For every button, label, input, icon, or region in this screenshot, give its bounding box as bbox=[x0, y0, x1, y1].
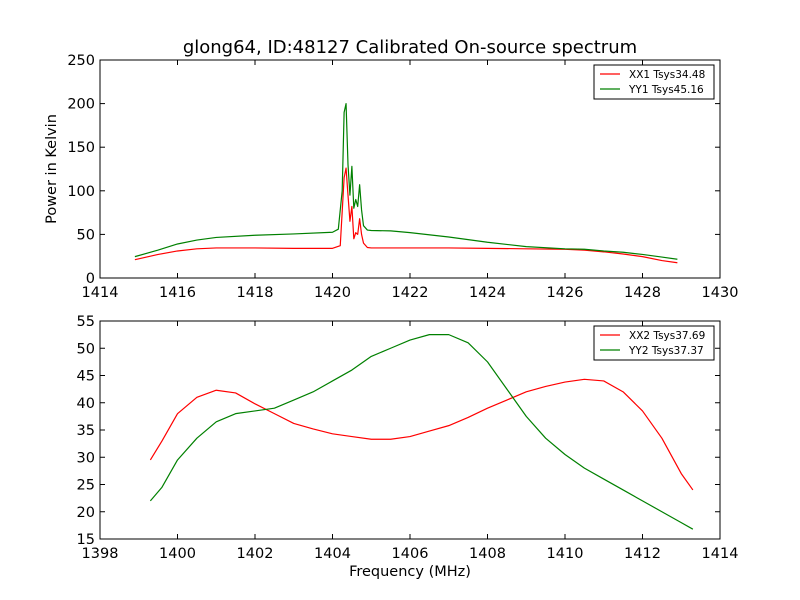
series-line-1-0 bbox=[149, 378, 694, 491]
x-tick-label: 1414 bbox=[702, 546, 739, 562]
legend-box bbox=[593, 64, 715, 100]
legend: XX1 Tsys34.48 YY1 Tsys45.16 bbox=[593, 64, 715, 100]
x-tick-label: 1410 bbox=[547, 546, 584, 562]
x-axis-label: Frequency (MHz) bbox=[349, 564, 471, 580]
y-tick-label: 250 bbox=[67, 53, 95, 69]
x-tick-label: 1430 bbox=[702, 285, 739, 301]
x-tick-label: 1422 bbox=[392, 285, 429, 301]
x-tick-label: 1402 bbox=[237, 546, 274, 562]
x-tick-label: 1406 bbox=[392, 546, 429, 562]
y-tick-label: 15 bbox=[77, 532, 95, 548]
top-panel: 1414 1416 1418 1420 1422 1424 1426 1428 1430 0 50 1… bbox=[67, 53, 738, 301]
legend: XX2 Tsys37.69 YY2 Tsys37.37 bbox=[593, 325, 715, 361]
x-tick-label: 1408 bbox=[469, 546, 506, 562]
y-tick-label: 35 bbox=[77, 423, 95, 439]
x-tick-label: 1412 bbox=[624, 546, 661, 562]
figure-title: glong64, ID:48127 Calibrated On-source s… bbox=[183, 37, 637, 58]
y-tick-label: 200 bbox=[67, 97, 95, 113]
y-tick-label: 30 bbox=[77, 450, 95, 466]
x-tick-label: 1414 bbox=[82, 285, 119, 301]
series-line-0-0 bbox=[134, 167, 678, 264]
y-tick-label: 100 bbox=[67, 184, 95, 200]
series-line-0-1 bbox=[134, 103, 678, 260]
legend-box bbox=[593, 325, 715, 361]
y-tick-label: 50 bbox=[77, 227, 95, 243]
legend-label: YY1 Tsys45.16 bbox=[628, 84, 704, 96]
y-tick-label: 55 bbox=[77, 314, 95, 330]
y-tick-label: 25 bbox=[77, 478, 95, 494]
legend-label: XX1 Tsys34.48 bbox=[629, 69, 705, 81]
x-tick-label: 1428 bbox=[624, 285, 661, 301]
y-tick-label: 50 bbox=[77, 341, 95, 357]
y-tick-label: 45 bbox=[77, 369, 95, 385]
y-tick-label: 20 bbox=[77, 505, 95, 521]
y-tick-label: 0 bbox=[86, 271, 95, 287]
x-tick-label: 1418 bbox=[237, 285, 274, 301]
x-tick-label: 1400 bbox=[159, 546, 196, 562]
y-axis-label: Power in Kelvin bbox=[44, 114, 60, 224]
x-tick-label: 1404 bbox=[314, 546, 351, 562]
y-tick-label: 150 bbox=[67, 140, 95, 156]
x-tick-label: 1420 bbox=[314, 285, 351, 301]
y-tick-label: 40 bbox=[77, 396, 95, 412]
legend-label: XX2 Tsys37.69 bbox=[629, 330, 705, 342]
x-tick-label: 1398 bbox=[82, 546, 119, 562]
legend-label: YY2 Tsys37.37 bbox=[628, 345, 704, 357]
bottom-panel: 1398 1400 1402 1404 1406 1408 1410 1412 1414 15 20… bbox=[77, 314, 739, 562]
series-line-1-1 bbox=[149, 334, 694, 530]
x-tick-label: 1416 bbox=[159, 285, 196, 301]
x-tick-label: 1426 bbox=[547, 285, 584, 301]
x-tick-label: 1424 bbox=[469, 285, 506, 301]
